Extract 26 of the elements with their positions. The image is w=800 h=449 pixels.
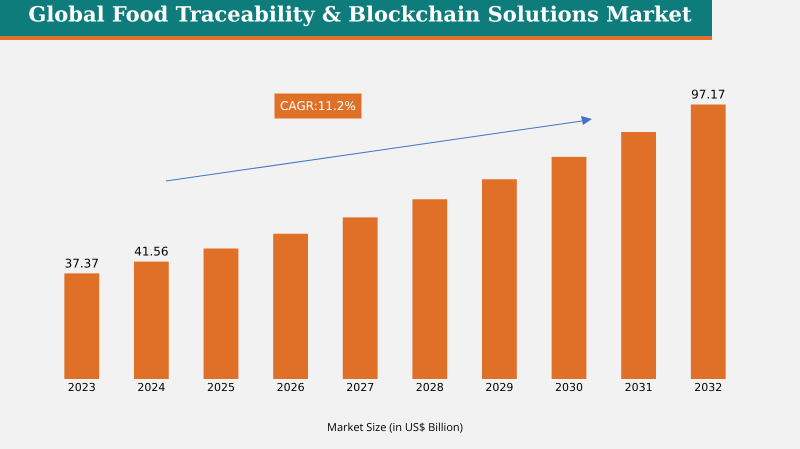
bar (482, 179, 517, 379)
x-tick-label: 2027 (346, 381, 374, 394)
bar (342, 217, 378, 379)
x-tick-label: 2030 (555, 381, 584, 394)
x-tick-label: 2026 (276, 381, 305, 394)
x-tick-label: 2023 (68, 381, 96, 394)
bar (134, 262, 169, 379)
data-label: 37.37 (64, 256, 99, 270)
x-tick-label: 2028 (416, 381, 444, 394)
data-label: 97.17 (691, 87, 726, 102)
x-tick-label: 2029 (485, 381, 514, 394)
x-axis-title: Market Size (in US$ Billion) (327, 420, 463, 436)
bar (621, 132, 656, 379)
x-tick-label: 2032 (694, 381, 722, 394)
annotation: CAGR:11.2% (280, 99, 356, 113)
bar (552, 156, 586, 379)
x-tick-label: 2024 (137, 381, 166, 394)
x-tick-label: 2031 (624, 381, 653, 394)
bar (64, 273, 100, 379)
bar (412, 199, 448, 379)
bar (690, 104, 726, 379)
chart-title: Global Food Traceability & Blockchain Solutions Market (28, 1, 692, 26)
bar (273, 234, 308, 379)
x-tick-label: 2025 (206, 381, 235, 394)
bar (204, 248, 238, 379)
data-label: 41.56 (134, 244, 169, 259)
